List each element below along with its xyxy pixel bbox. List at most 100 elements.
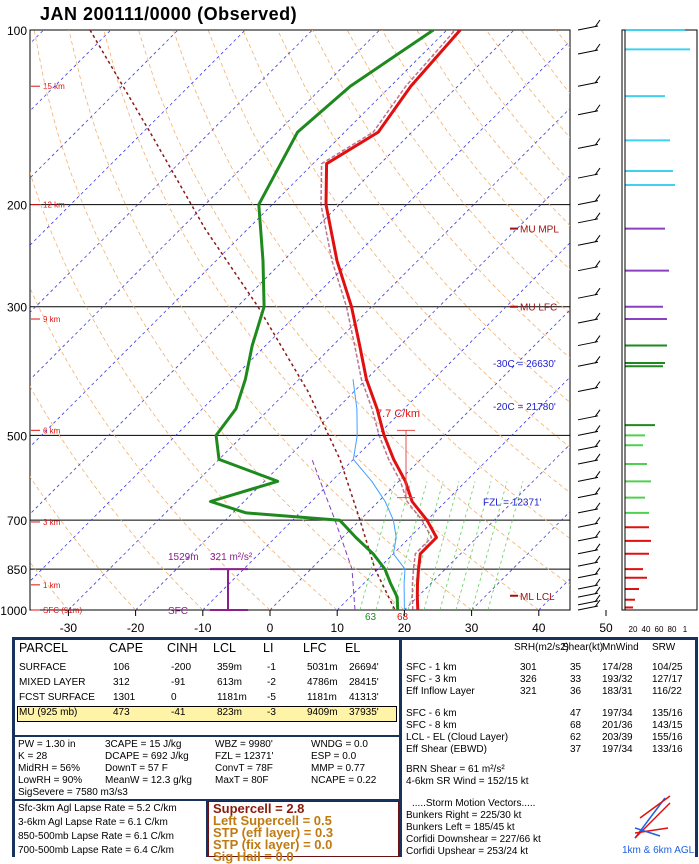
kinematics-layer: Eff Inflow Layer [406,686,475,697]
dry-adiabat [33,30,405,610]
parcel-col-header: CINH [167,641,198,655]
kinematics-header: MnWind [602,642,639,653]
pressure-tick-label: 300 [7,301,27,315]
minus20c-label: -20C = 21780' [493,402,556,413]
wind-barb-flag [594,439,601,448]
index-value: ESP = 0.0 [311,751,357,762]
virtual-temperature-line [320,30,456,610]
parcel-cell: -3 [267,707,276,718]
kinematics-layer: SFC - 1 km [406,662,457,673]
isotherm [68,107,570,610]
mixing-ratio-line [391,481,428,610]
parcel-cell: -1 [267,662,276,673]
kinematics-box: SRH(m2/s2) Shear(kt) MnWind SRW SFC - 1 km 30… [402,640,695,857]
indices-box: PW = 1.30 in K = 28 MidRH = 56% LowRH = 90%… [15,737,399,799]
temperature-tick-label: 20 [398,621,412,635]
mixing-ratio-line [359,481,396,610]
parcel-cell: 26694' [349,662,379,673]
sfc-label: SFC [168,606,188,617]
index-value: MidRH = 56% [18,763,80,774]
index-value: 3CAPE = 15 J/kg [105,739,182,750]
chart-title: JAN 200111/0000 (Observed) [40,4,298,24]
dry-adiabat [30,385,204,610]
kinematics-shear: 68 [570,720,582,731]
wind-barb-flag [594,578,601,587]
parcel-cell: MIXED LAYER [19,677,86,688]
parcel-cell: 1181m [307,692,337,703]
parcel-cell: -2 [267,677,276,688]
parcel-cell: FCST SURFACE [19,692,95,703]
kinematics-mnwind: 203/39 [602,732,633,743]
dry-adiabat [207,30,570,494]
wind-barb-flag [594,260,601,268]
parcel-cell: 359m [217,662,243,673]
dry-adiabat [242,30,570,448]
parcel-cell: -41 [171,707,186,718]
kinematics-header: SRW [652,642,676,653]
index-value: MaxT = 80F [215,775,269,786]
parcel-cell: 473 [113,707,130,718]
parcel-cell: 5031m [307,662,338,673]
wind-barb-flag [594,104,601,113]
index-value: K = 28 [18,751,48,762]
fzl-label: FZL = 12371' [483,497,542,508]
temperature-tick-label: 0 [267,621,274,635]
wetbulb-line [352,379,406,610]
wind-barb-flag [594,381,601,389]
eff-srh-label: 321 m²/s² [210,552,253,563]
kinematics-layer: LCL - EL (Cloud Layer) [406,732,509,743]
parcel-col-header: LFC [303,641,327,655]
isotherm [202,242,570,610]
wind-barb-flag [594,586,601,595]
wind-barb-flag [594,543,601,552]
wind-barb-flag [594,425,601,433]
bunkers-right: Bunkers Right = 225/30 kt [406,810,522,821]
temperature-tick-label: -30 [60,621,78,635]
temperature-tick-label: -10 [194,621,212,635]
minus30c-label: -30C = 26630' [493,359,556,370]
kinematics-layer: Eff Shear (EBWD) [406,744,487,755]
index-value: MeanW = 12.3 g/kg [105,775,192,786]
wind-barb-flag [594,599,601,608]
index-value: MMP = 0.77 [311,763,366,774]
bunkers-left: Bunkers Left = 185/45 kt [406,822,515,833]
parcel-cell: 1181m [217,692,247,703]
index-value: NCAPE = 0.22 [311,775,377,786]
parcel-cell: MU (925 mb) [19,707,78,718]
isotherm [269,309,570,610]
mixing-ratio-line [487,481,524,610]
temperature-tick-label: 30 [465,621,479,635]
temperature-tick-label: 40 [532,621,546,635]
parcel-col-header: EL [345,641,361,655]
wind-barb-flag [594,335,601,343]
parcel-table: PARCEL CAPE CINH LCL LI LFC EL SURFACE 106 -200 3… [15,640,399,735]
parcel-cell: 28415' [349,677,379,688]
dry-adiabat [30,561,69,610]
index-value: PW = 1.30 in [18,739,76,750]
lapse-rate-label: 7.7 C/km [376,408,420,420]
storm-motion-title: .....Storm Motion Vectors..... [412,798,536,809]
kinematics-mnwind: 193/32 [602,674,633,685]
wind-barb-flag [594,409,601,418]
parcel-cell: -91 [171,677,186,688]
wind-barb-flag [594,530,601,539]
parcel-cell: 823m [217,707,243,718]
dewpoint-line [209,30,435,610]
brn-shear: BRN Shear = 61 m²/s² [406,764,505,775]
hodograph-label: 1km & 6km AGL [622,845,695,856]
index-value: SigSevere = 7580 m3/s3 [18,787,128,798]
wind-barb-flag [594,194,601,202]
height-label: 6 km [43,426,61,435]
index-value: WNDG = 0.0 [311,739,368,750]
lapse-rate-value: 700-500mb Lapse Rate = 6.4 C/km [18,845,174,856]
wind-barb-flag [594,138,601,146]
pressure-tick-label: 850 [7,563,27,577]
wind-barb-flag [594,453,601,462]
parcel-cell: 613m [217,677,243,688]
index-value: ConvT = 78F [215,763,273,774]
corfidi-downshear: Corfidi Downshear = 227/66 kt [406,834,541,845]
wind-barb-flag [594,312,601,321]
parcel-col-header: PARCEL [19,641,69,655]
composite-index: Left Supercell = 0.5 [213,813,332,828]
mixing-ratio-line [455,481,492,610]
